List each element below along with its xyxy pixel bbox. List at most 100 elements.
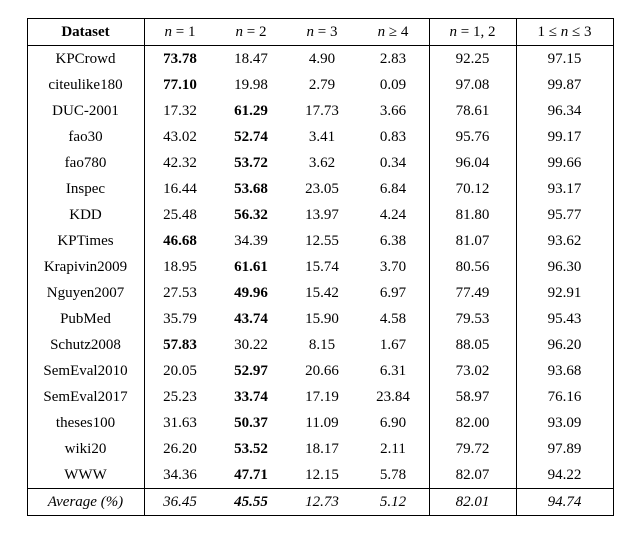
data-cell: 81.80 <box>429 202 516 228</box>
data-cell: 79.53 <box>429 306 516 332</box>
dataset-name: SemEval2017 <box>27 384 144 410</box>
data-cell: 6.84 <box>358 176 430 202</box>
data-cell: 61.29 <box>216 98 287 124</box>
data-cell: 30.22 <box>216 332 287 358</box>
data-cell: 33.74 <box>216 384 287 410</box>
data-cell: 93.62 <box>516 228 613 254</box>
data-cell: 18.47 <box>216 46 287 73</box>
data-cell: 97.08 <box>429 72 516 98</box>
data-cell: 97.15 <box>516 46 613 73</box>
data-cell: 0.09 <box>358 72 430 98</box>
data-cell: 50.37 <box>216 410 287 436</box>
data-cell: 53.68 <box>216 176 287 202</box>
data-cell: 97.89 <box>516 436 613 462</box>
data-cell: 35.79 <box>144 306 216 332</box>
data-table: Dataset n = 1 n = 2 n = 3 n ≥ 4 n = 1, 2… <box>27 18 614 516</box>
data-cell: 0.34 <box>358 150 430 176</box>
data-cell: 95.77 <box>516 202 613 228</box>
data-cell: 15.74 <box>287 254 358 280</box>
data-cell: 78.61 <box>429 98 516 124</box>
dataset-name: DUC-2001 <box>27 98 144 124</box>
dataset-name: fao30 <box>27 124 144 150</box>
table-row: theses10031.6350.3711.096.9082.0093.09 <box>27 410 613 436</box>
data-cell: 93.09 <box>516 410 613 436</box>
data-cell: 96.04 <box>429 150 516 176</box>
data-cell: 5.78 <box>358 462 430 489</box>
data-cell: 8.15 <box>287 332 358 358</box>
table-row: wiki2026.2053.5218.172.1179.7297.89 <box>27 436 613 462</box>
data-cell: 6.90 <box>358 410 430 436</box>
table-row: KPCrowd73.7818.474.902.8392.2597.15 <box>27 46 613 73</box>
data-cell: 70.12 <box>429 176 516 202</box>
data-cell: 77.10 <box>144 72 216 98</box>
data-cell: 95.43 <box>516 306 613 332</box>
col-n2: n = 2 <box>216 19 287 46</box>
dataset-name: theses100 <box>27 410 144 436</box>
dataset-name: Krapivin2009 <box>27 254 144 280</box>
data-cell: 6.31 <box>358 358 430 384</box>
data-cell: 34.36 <box>144 462 216 489</box>
data-cell: 96.34 <box>516 98 613 124</box>
data-cell: 45.55 <box>216 489 287 516</box>
data-cell: 47.71 <box>216 462 287 489</box>
data-cell: 93.68 <box>516 358 613 384</box>
data-cell: 4.58 <box>358 306 430 332</box>
data-cell: 18.95 <box>144 254 216 280</box>
table-row: WWW34.3647.7112.155.7882.0794.22 <box>27 462 613 489</box>
table-row: citeulike18077.1019.982.790.0997.0899.87 <box>27 72 613 98</box>
data-cell: 49.96 <box>216 280 287 306</box>
col-n1: n = 1 <box>144 19 216 46</box>
data-cell: 88.05 <box>429 332 516 358</box>
data-cell: 96.30 <box>516 254 613 280</box>
data-cell: 12.15 <box>287 462 358 489</box>
data-cell: 13.97 <box>287 202 358 228</box>
data-cell: 94.22 <box>516 462 613 489</box>
data-cell: 73.78 <box>144 46 216 73</box>
dataset-name: PubMed <box>27 306 144 332</box>
data-cell: 36.45 <box>144 489 216 516</box>
data-cell: 34.39 <box>216 228 287 254</box>
data-cell: 20.05 <box>144 358 216 384</box>
dataset-name: Schutz2008 <box>27 332 144 358</box>
data-cell: 31.63 <box>144 410 216 436</box>
data-cell: 17.73 <box>287 98 358 124</box>
data-cell: 1.67 <box>358 332 430 358</box>
dataset-name: fao780 <box>27 150 144 176</box>
data-cell: 95.76 <box>429 124 516 150</box>
table-row: SemEval201020.0552.9720.666.3173.0293.68 <box>27 358 613 384</box>
col-n4plus: n ≥ 4 <box>358 19 430 46</box>
data-cell: 15.42 <box>287 280 358 306</box>
data-cell: 17.32 <box>144 98 216 124</box>
table-row: Schutz200857.8330.228.151.6788.0596.20 <box>27 332 613 358</box>
dataset-name: SemEval2010 <box>27 358 144 384</box>
data-cell: 99.66 <box>516 150 613 176</box>
data-cell: 99.17 <box>516 124 613 150</box>
data-cell: 23.05 <box>287 176 358 202</box>
data-cell: 15.90 <box>287 306 358 332</box>
data-cell: 18.17 <box>287 436 358 462</box>
dataset-name: WWW <box>27 462 144 489</box>
col-dataset: Dataset <box>27 19 144 46</box>
dataset-name: Nguyen2007 <box>27 280 144 306</box>
data-cell: 3.70 <box>358 254 430 280</box>
data-cell: 92.91 <box>516 280 613 306</box>
data-cell: 53.52 <box>216 436 287 462</box>
data-cell: 12.55 <box>287 228 358 254</box>
data-cell: 56.32 <box>216 202 287 228</box>
col-n12: n = 1, 2 <box>429 19 516 46</box>
data-cell: 73.02 <box>429 358 516 384</box>
data-cell: 96.20 <box>516 332 613 358</box>
data-cell: 82.01 <box>429 489 516 516</box>
data-cell: 17.19 <box>287 384 358 410</box>
data-cell: 19.98 <box>216 72 287 98</box>
data-cell: 93.17 <box>516 176 613 202</box>
data-cell: 16.44 <box>144 176 216 202</box>
col-n1to3: 1 ≤ n ≤ 3 <box>516 19 613 46</box>
data-cell: 57.83 <box>144 332 216 358</box>
data-cell: 82.00 <box>429 410 516 436</box>
col-n3: n = 3 <box>287 19 358 46</box>
table-row: Krapivin200918.9561.6115.743.7080.5696.3… <box>27 254 613 280</box>
data-cell: 2.11 <box>358 436 430 462</box>
data-cell: 20.66 <box>287 358 358 384</box>
table-body: KPCrowd73.7818.474.902.8392.2597.15citeu… <box>27 46 613 516</box>
